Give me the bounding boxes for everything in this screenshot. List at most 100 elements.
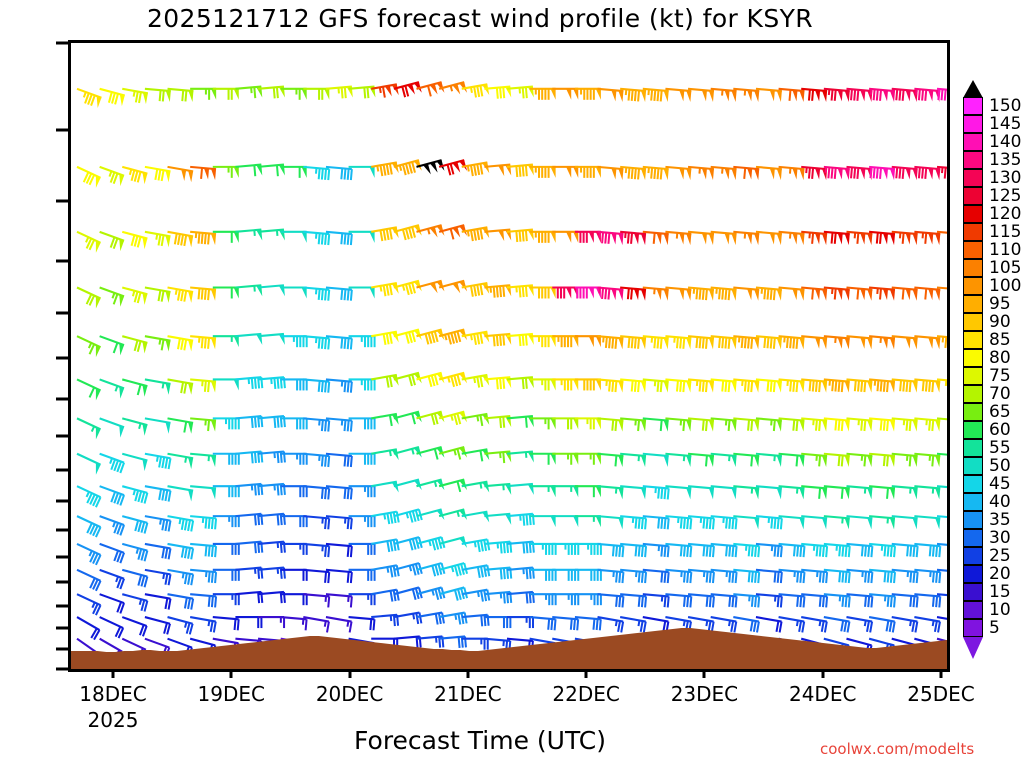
wind-barb (755, 378, 782, 393)
wind-barb (190, 230, 217, 246)
wind-barb (348, 515, 376, 528)
wind-barb (665, 452, 692, 467)
wind-barb (755, 485, 782, 500)
wind-barb (371, 538, 400, 553)
y-axis-tick (56, 499, 68, 503)
wind-barb (167, 335, 194, 352)
wind-barb (620, 87, 647, 103)
wind-barb (891, 485, 918, 500)
colorbar-band (963, 169, 983, 187)
wind-barb (99, 378, 125, 399)
wind-barb (914, 515, 941, 530)
wind-barb (755, 230, 782, 246)
y-axis-tick (56, 528, 68, 532)
wind-barb (212, 417, 240, 430)
wind-barb (687, 452, 715, 467)
wind-barb (891, 335, 918, 350)
wind-barb (552, 335, 579, 348)
wind-barb (167, 616, 194, 635)
wind-barb (642, 593, 670, 608)
colorbar-band (963, 475, 983, 493)
x-axis-year-label: 2025 (87, 708, 139, 732)
y-axis-tick (56, 311, 68, 315)
wind-barb (914, 286, 941, 301)
wind-barb (348, 542, 376, 555)
wind-barb (212, 568, 240, 581)
wind-barb (710, 286, 737, 301)
wind-barb (144, 378, 171, 395)
colorbar-label: 15 (989, 582, 1011, 602)
wind-barb (552, 378, 579, 391)
wind-barb (620, 378, 647, 393)
wind-barb (801, 485, 828, 500)
wind-barb (212, 593, 240, 606)
wind-barb (733, 230, 760, 246)
wind-barb (687, 568, 715, 584)
wind-barb (914, 165, 941, 181)
colorbar-band (963, 619, 983, 637)
wind-barb (121, 542, 149, 562)
wind-barb (778, 165, 805, 181)
y-axis-tick (56, 626, 68, 630)
wind-barb (529, 616, 557, 631)
wind-barb (461, 83, 490, 98)
wind-barb (846, 568, 874, 584)
wind-barb (167, 378, 194, 395)
wind-barb (144, 165, 171, 183)
wind-barb (76, 87, 102, 109)
wind-barb (891, 542, 919, 558)
colorbar-band (963, 439, 983, 457)
wind-barb (121, 230, 148, 250)
wind-barb (914, 230, 941, 246)
wind-barb (665, 568, 693, 584)
wind-barb (778, 452, 805, 467)
wind-barb (99, 485, 126, 506)
colorbar-label: 35 (989, 510, 1011, 530)
wind-barb (778, 230, 805, 246)
wind-barb (823, 165, 850, 181)
colorbar-band (963, 421, 983, 439)
wind-barb (733, 593, 761, 608)
wind-barb (506, 228, 534, 243)
y-axis-tick (56, 356, 68, 360)
colorbar-label: 40 (989, 492, 1011, 512)
wind-barb (121, 335, 148, 354)
wind-barb (936, 230, 947, 244)
wind-barb (348, 165, 375, 178)
x-axis-label: 18DEC (79, 682, 147, 706)
colorbar-label: 110 (989, 240, 1022, 260)
wind-barb (801, 87, 828, 103)
x-axis-label: 24DEC (788, 682, 857, 706)
wind-barb (936, 335, 947, 349)
wind-barb (755, 593, 783, 608)
wind-barb (303, 378, 331, 393)
wind-barb (846, 485, 873, 500)
wind-barb (99, 165, 125, 187)
wind-barb (687, 515, 715, 530)
wind-barb (76, 593, 102, 616)
wind-barb (891, 230, 918, 246)
wind-barb (733, 165, 760, 181)
wind-barb (597, 335, 624, 350)
wind-barb (665, 417, 692, 432)
wind-barb (552, 616, 580, 631)
wind-barb (348, 378, 376, 391)
wind-barb (642, 378, 669, 393)
wind-barb (823, 452, 850, 467)
wind-barb (755, 616, 783, 633)
wind-barb (257, 482, 286, 496)
wind-barb (823, 286, 850, 301)
colorbar-label: 125 (989, 186, 1022, 206)
colorbar-band (963, 313, 983, 331)
colorbar-band (963, 115, 983, 133)
wind-barb (597, 452, 624, 467)
wind-barb (936, 616, 947, 620)
wind-barb (552, 568, 580, 581)
wind-barb (280, 286, 307, 299)
wind-barb (371, 330, 399, 346)
wind-barb (642, 286, 669, 301)
wind-barb (348, 230, 375, 243)
wind-barb (891, 515, 918, 530)
wind-barb (461, 637, 489, 650)
wind-barb (121, 515, 149, 534)
